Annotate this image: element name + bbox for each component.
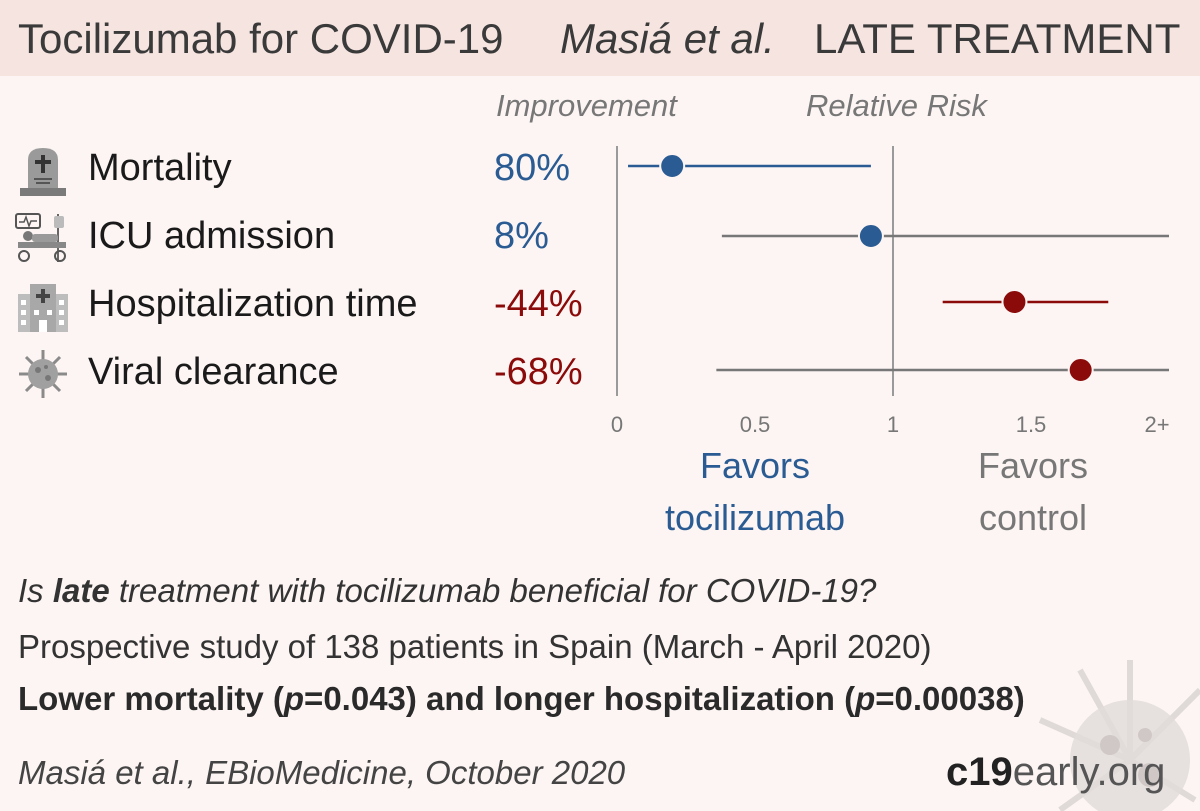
favors-treatment-label: Favors tocilizumab — [640, 440, 870, 544]
improvement-value: 8% — [494, 215, 549, 257]
hospital-icon — [18, 284, 68, 332]
rr-point — [659, 153, 686, 179]
conclusion-p2: p — [855, 680, 876, 717]
outcome-label: Viral clearance — [88, 351, 339, 393]
tombstone-icon — [20, 148, 66, 196]
brand-logo[interactable]: c19early.org — [946, 750, 1165, 795]
outcome-label: Hospitalization time — [88, 283, 418, 325]
conclusion-part-b: =0.043) and longer hospitalization ( — [304, 680, 856, 717]
outcome-row-mortality: Mortality 80% — [0, 138, 600, 198]
outcome-label: ICU admission — [88, 215, 336, 257]
favors-treatment-line2: tocilizumab — [664, 497, 846, 538]
virus-background-icon — [1038, 660, 1200, 811]
citation: Masiá et al., EBioMedicine, October 2020 — [18, 754, 626, 791]
favors-control-label: Favors control — [920, 440, 1146, 544]
virus-icon — [19, 350, 67, 398]
brand-rest: early — [1012, 750, 1097, 794]
rr-point — [1001, 289, 1028, 315]
icu-bed-icon — [15, 213, 66, 262]
conclusion-part-a: Lower mortality ( — [18, 680, 284, 717]
page-title: Tocilizumab for COVID-19 — [18, 15, 504, 62]
improvement-value: 80% — [494, 147, 571, 189]
question-bold: late — [52, 572, 110, 609]
x-tick-label: 2+ — [1144, 412, 1169, 437]
outcome-row-icu: ICU admission 8% — [0, 206, 600, 266]
question-pre: Is — [18, 572, 53, 609]
brand-bold: c19 — [946, 750, 1013, 794]
header: Tocilizumab for COVID-19 Masiá et al. LA… — [0, 0, 1200, 76]
improvement-value: -68% — [494, 351, 583, 393]
brand-suffix: .org — [1096, 750, 1166, 794]
treatment-phase: LATE TREATMENT — [814, 15, 1181, 62]
favors-control-line2: control — [978, 497, 1088, 538]
x-tick-label: 0 — [611, 412, 623, 437]
x-tick-label: 1.5 — [1016, 412, 1047, 437]
conclusion-part-c: =0.00038) — [875, 680, 1025, 717]
favors-control-line1: Favors — [977, 445, 1089, 486]
conclusion-p1: p — [283, 680, 305, 717]
improvement-header: Improvement — [496, 88, 677, 123]
x-tick-label: 1 — [887, 412, 899, 437]
outcome-row-hospitalization: Hospitalization time -44% — [0, 274, 600, 334]
favors-treatment-line1: Favors — [699, 445, 811, 486]
improvement-value: -44% — [494, 283, 583, 325]
relative-risk-header: Relative Risk — [806, 88, 987, 123]
x-tick-label: 0.5 — [740, 412, 771, 437]
question-text: Is late treatment with tocilizumab benef… — [18, 572, 876, 610]
rr-point — [857, 223, 884, 249]
forest-plot: 0 0.5 1 1.5 2+ — [611, 146, 1170, 437]
conclusion-text: Lower mortality (p=0.043) and longer hos… — [18, 680, 1025, 718]
outcome-label: Mortality — [88, 147, 232, 189]
authors: Masiá et al. — [560, 15, 775, 62]
study-description: Prospective study of 138 patients in Spa… — [18, 628, 932, 665]
outcome-row-viral-clearance: Viral clearance -68% — [0, 342, 600, 402]
rr-point — [1067, 357, 1094, 383]
question-post: treatment with tocilizumab beneficial fo… — [109, 572, 877, 609]
